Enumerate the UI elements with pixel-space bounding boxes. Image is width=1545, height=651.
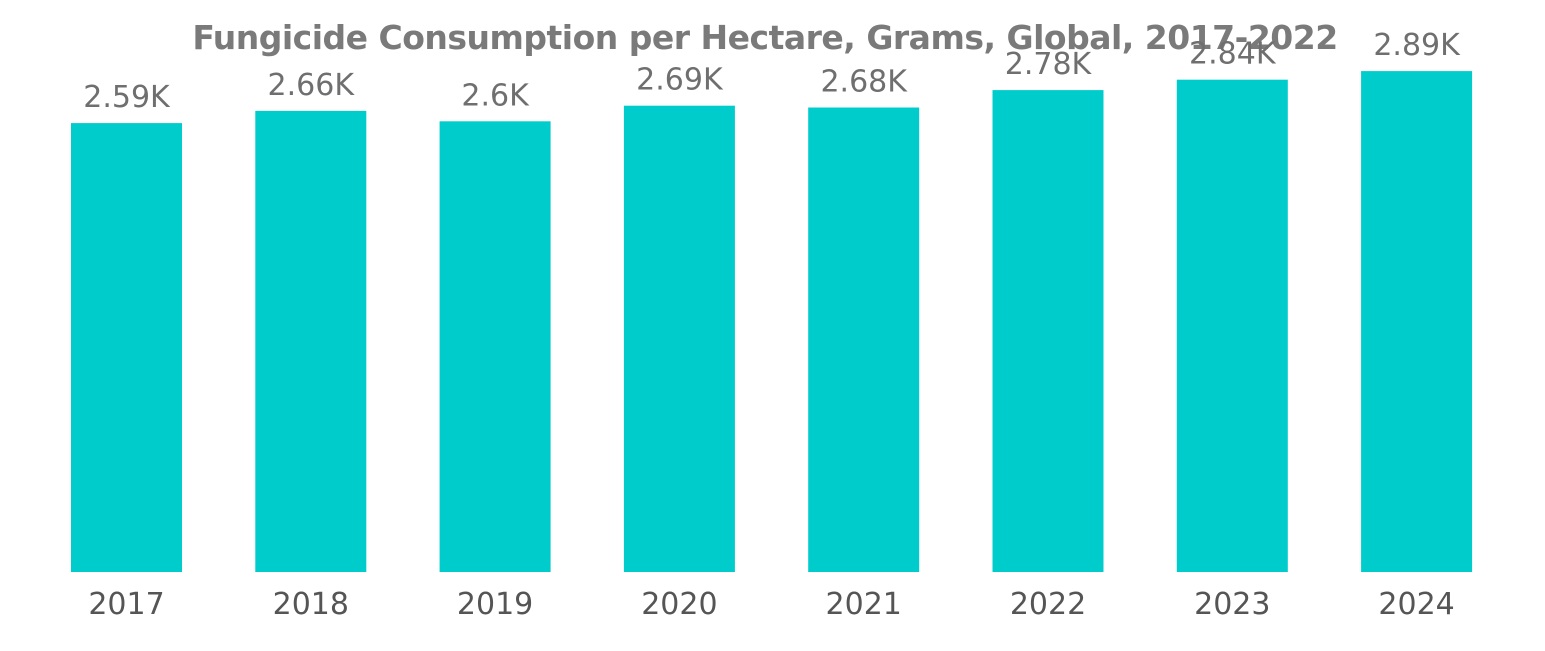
x-tick-label-2020: 2020: [641, 587, 717, 622]
bar-2021: [808, 107, 920, 572]
x-tick-label-2019: 2019: [457, 587, 533, 622]
data-label-2021: 2.68K: [820, 65, 908, 100]
bar-2023: [1176, 79, 1288, 572]
data-label-2020: 2.69K: [636, 63, 724, 98]
bar-2019: [439, 121, 551, 573]
bar-2022: [992, 90, 1104, 572]
x-tick-label-2023: 2023: [1194, 587, 1270, 622]
data-label-2018: 2.66K: [268, 68, 356, 103]
bar-2020: [623, 105, 735, 572]
data-label-2024: 2.89K: [1373, 28, 1461, 63]
bar-2024: [1361, 71, 1473, 572]
x-tick-label-2018: 2018: [273, 587, 349, 622]
chart-title: Fungicide Consumption per Hectare, Grams…: [192, 18, 1338, 57]
data-label-2017: 2.59K: [83, 80, 171, 115]
data-label-2019: 2.6K: [461, 78, 530, 113]
data-label-2023: 2.84K: [1189, 37, 1277, 72]
x-tick-label-2022: 2022: [1010, 587, 1086, 622]
x-tick-label-2024: 2024: [1378, 587, 1454, 622]
x-tick-label-2021: 2021: [826, 587, 902, 622]
bar-2018: [255, 110, 367, 573]
bar-2017: [71, 123, 182, 572]
x-tick-label-2017: 2017: [88, 587, 164, 622]
data-label-2022: 2.78K: [1005, 47, 1093, 82]
